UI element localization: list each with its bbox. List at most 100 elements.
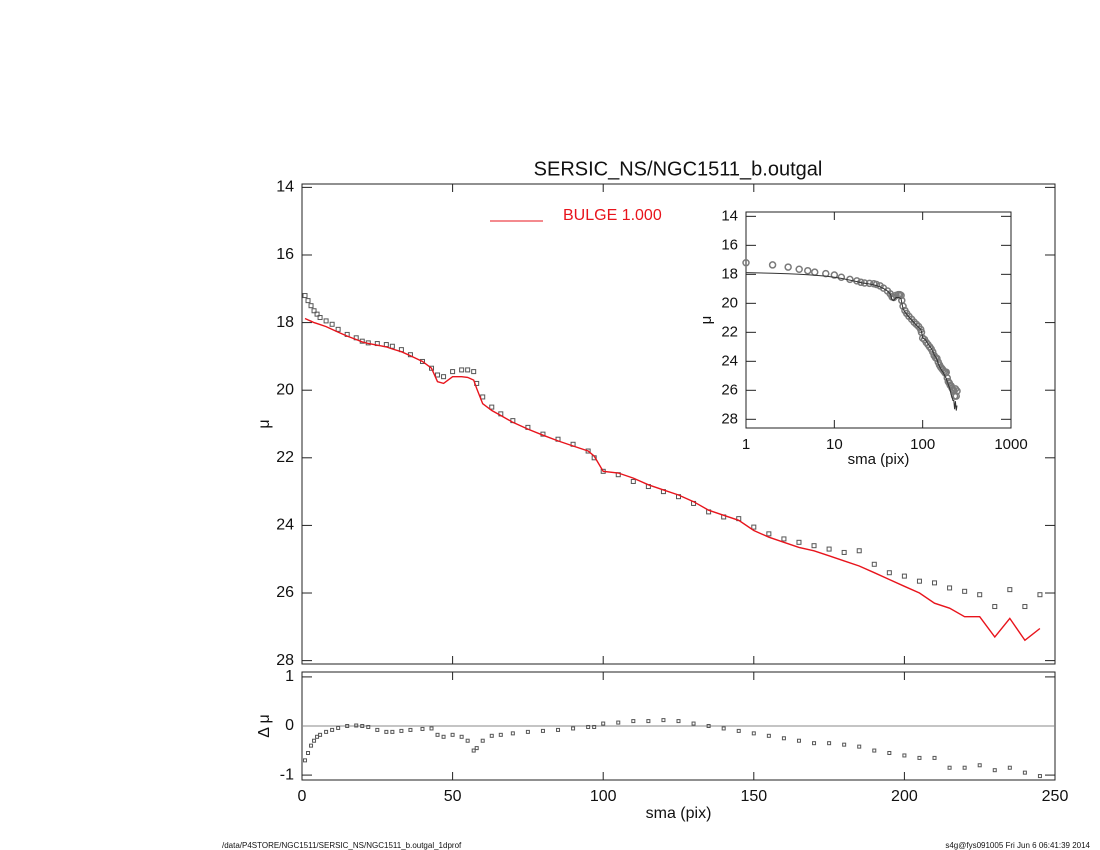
residual-point: [354, 723, 359, 728]
residual-point: [691, 721, 696, 726]
y-tick-label: 20: [721, 294, 738, 311]
data-point: [1022, 604, 1028, 610]
chart-title: SERSIC_NS/NGC1511_b.outgal: [534, 158, 823, 180]
x-tick-label: 50: [444, 788, 462, 805]
x-tick-label: 10: [826, 436, 843, 453]
x-axis-label: sma (pix): [848, 451, 910, 468]
residual-point: [706, 724, 711, 728]
y-tick-label: 28: [276, 652, 294, 669]
data-point: [811, 543, 817, 549]
legend-label: BULGE 1.000: [563, 207, 662, 224]
residual-point: [977, 763, 982, 768]
data-point: [886, 570, 892, 576]
inset-point: [803, 266, 812, 275]
residual-point: [592, 724, 597, 729]
residual-point: [324, 729, 329, 734]
inset-point: [784, 263, 792, 271]
plot-frame: [301, 183, 1056, 665]
data-point: [751, 524, 757, 530]
residual-point: [345, 724, 350, 728]
x-tick-label: 100: [590, 788, 617, 805]
data-point: [441, 374, 447, 380]
residual-point: [812, 741, 817, 746]
x-tick-label: 150: [740, 788, 767, 805]
inset-background: [746, 212, 1011, 428]
data-point: [977, 592, 983, 598]
data-point: [630, 478, 636, 484]
y-tick-label: 18: [276, 314, 294, 331]
residual-point: [375, 727, 380, 732]
residual-point: [330, 727, 335, 732]
residual-point: [399, 728, 404, 733]
x-tick-label: 100: [910, 436, 935, 453]
inset-line: [745, 272, 958, 411]
residual-point: [601, 721, 606, 726]
residual-point: [721, 726, 726, 731]
residual-point: [857, 744, 862, 749]
residual-point: [556, 727, 561, 732]
residual-point: [631, 719, 636, 724]
data-point: [471, 369, 477, 375]
inset-point: [795, 265, 803, 274]
residual-point: [842, 742, 847, 747]
data-point: [429, 365, 435, 371]
residual-point: [309, 743, 314, 748]
data-point: [314, 311, 320, 317]
residual-point: [489, 733, 494, 738]
y-tick-label: 28: [721, 410, 738, 427]
x-tick-label: 250: [1042, 788, 1069, 805]
y-tick-label: 24: [721, 352, 738, 369]
residual-point: [540, 728, 545, 733]
data-point: [419, 358, 425, 364]
residual-point: [420, 726, 425, 731]
data-point: [901, 573, 907, 579]
data-point: [305, 298, 311, 304]
y-axis-label: μ: [698, 316, 715, 325]
data-point: [311, 308, 317, 314]
y-tick-label: 26: [276, 584, 294, 601]
residual-point: [872, 748, 877, 753]
x-tick-label: 200: [891, 788, 918, 805]
residual-point: [827, 741, 832, 746]
residual-point: [306, 751, 311, 755]
residual-point: [498, 732, 503, 737]
residual-point: [465, 738, 470, 743]
data-point: [916, 578, 922, 584]
y-tick-label: 22: [276, 449, 294, 466]
x-tick-label: 1000: [994, 436, 1027, 453]
data-point: [308, 303, 314, 309]
y-tick-label: 16: [276, 246, 294, 263]
residual-point: [510, 731, 515, 736]
residual-point: [318, 732, 323, 737]
y-tick-label: 20: [276, 381, 294, 398]
data-point: [947, 585, 953, 591]
residual-point: [384, 729, 389, 734]
data-point: [465, 367, 471, 373]
data-point: [302, 293, 308, 299]
data-point: [841, 549, 847, 555]
residual-point: [1037, 774, 1042, 779]
residual-point: [902, 753, 907, 758]
residual-point: [366, 724, 371, 729]
y-tick-label: 14: [721, 207, 738, 224]
y-tick-label: 0: [285, 717, 294, 734]
residual-point: [1007, 765, 1012, 770]
inset-frame: [745, 211, 1012, 429]
inset-point: [928, 348, 937, 356]
y-axis-label: Δ μ: [256, 714, 273, 737]
residual-point: [303, 758, 308, 763]
residual-point: [441, 734, 446, 739]
residual-point: [962, 765, 967, 770]
residual-point: [429, 726, 434, 731]
residual-point: [390, 729, 395, 734]
data-point: [871, 561, 877, 567]
residual-point: [474, 746, 479, 751]
data-point: [450, 369, 456, 375]
y-tick-label: 24: [276, 517, 294, 534]
residual-point: [450, 732, 455, 737]
residual-point: [336, 725, 341, 730]
residual-point: [1022, 770, 1027, 775]
inset-point: [837, 273, 846, 281]
data-point: [389, 343, 395, 349]
residual-point: [947, 765, 952, 770]
